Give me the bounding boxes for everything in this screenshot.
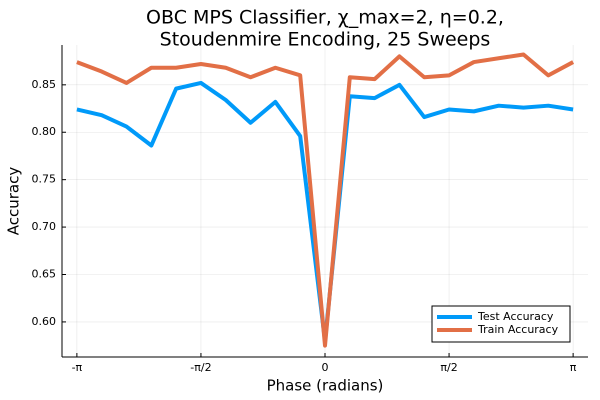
x-tick-label: -π/2 bbox=[190, 361, 211, 374]
x-tick-label: π bbox=[570, 361, 577, 374]
y-tick-label: 0.60 bbox=[32, 315, 57, 328]
x-tick-label: 0 bbox=[322, 361, 329, 374]
chart-title: OBC MPS Classifier, χ_max=2, η=0.2, bbox=[146, 7, 504, 29]
y-tick-label: 0.75 bbox=[32, 173, 57, 186]
y-tick-label: 0.65 bbox=[32, 267, 57, 280]
chart-title: Stoudenmire Encoding, 25 Sweeps bbox=[160, 29, 491, 51]
x-tick-label: π/2 bbox=[440, 361, 457, 374]
y-tick-label: 0.80 bbox=[32, 125, 57, 138]
x-axis-label: Phase (radians) bbox=[267, 377, 384, 395]
y-tick-label: 0.70 bbox=[32, 220, 57, 233]
legend-label: Train Accuracy bbox=[477, 323, 559, 336]
y-axis-label: Accuracy bbox=[5, 167, 23, 236]
x-tick-label: -π bbox=[72, 361, 83, 374]
legend-box bbox=[431, 305, 571, 343]
data-line bbox=[76, 52, 575, 348]
y-tick-label: 0.85 bbox=[32, 78, 57, 91]
legend-label: Test Accuracy bbox=[477, 310, 554, 323]
